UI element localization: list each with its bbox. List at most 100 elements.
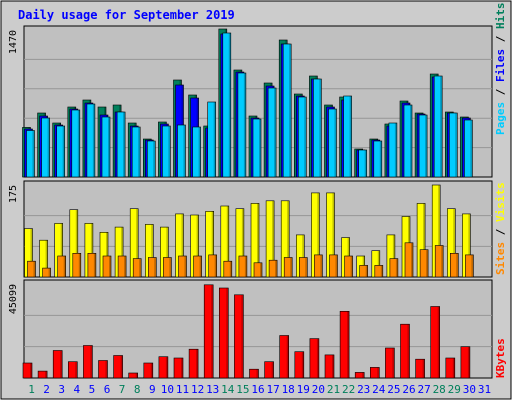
bar-kbytes-day-17 [264,361,274,379]
bar-shade [422,359,425,378]
bar-sites-day-29 [449,253,459,278]
legend-part: Files [494,49,507,82]
bar-pages-day-18 [282,43,292,178]
bar-sites-day-10 [163,257,172,278]
day-label: 25 [387,383,400,396]
bar-kbytes-day-26 [400,323,410,379]
bar-shade [301,351,304,378]
bar-shade [124,256,127,277]
bar-shade [90,345,93,378]
bar-shade [196,349,199,378]
panel-hits-files-pages: 1470 [8,25,493,178]
bar-shade [211,211,214,277]
bar-shade [364,150,367,177]
bar-shade [166,227,169,277]
bar-shade [244,256,247,277]
bar-shade [75,361,78,378]
day-label: 6 [104,383,111,396]
bar-sites-day-20 [314,254,323,278]
bar-kbytes-day-3 [52,350,63,379]
bar-sites-day-28 [434,245,444,278]
day-label: 24 [372,383,386,396]
bar-shade [136,208,139,277]
bar-shade [77,110,80,177]
bar-pages-day-8 [131,126,141,178]
day-label: 14 [221,383,235,396]
bar-pages-day-23 [358,149,368,178]
legend-sites-visits: Sites / Visits [494,182,507,275]
legend-part: / [494,82,507,102]
bar-shade [181,213,184,277]
bar-shade [350,256,353,277]
bar-shade [379,141,382,177]
bar-shade [392,234,395,277]
bar-shade [441,245,444,277]
bar-shade [334,109,337,177]
bar-sites-day-26 [404,242,414,278]
bar-shade [438,185,441,277]
bar-shade [153,141,156,177]
bar-pages-day-28 [433,75,443,178]
bar-shade [30,363,32,378]
bar-pages-day-14 [222,32,232,178]
legend-part: KBytes [494,338,507,378]
day-label: 8 [134,383,141,396]
bar-shade [47,118,50,177]
bar-shade [90,223,93,277]
bar-shade [395,258,398,277]
bar-shade [259,119,261,177]
bar-shade [470,120,473,177]
bar-shade [332,354,334,378]
day-label: 27 [417,383,430,396]
bar-shade [33,261,36,277]
bar-shade [317,192,320,277]
day-label: 31 [478,383,491,396]
bar-shade [211,284,214,378]
legend-part: / [494,222,507,242]
bar-shade [243,73,246,177]
bar-pages-day-16 [252,118,262,178]
bar-sites-day-25 [389,258,399,278]
bar-shade [347,311,350,378]
bar-sites-day-13 [208,254,217,278]
bar-shade [256,369,259,378]
bar-pages-day-25 [388,122,398,178]
bar-shade [362,372,365,378]
bar-pages-day-29 [448,112,458,178]
bar-shade [78,253,81,277]
bar-sites-day-4 [72,253,82,278]
bar-shade [471,254,474,277]
bar-shade [410,105,412,177]
bar-kbytes-day-30 [460,346,471,379]
day-label: 15 [236,383,249,396]
day-label: 5 [89,383,96,396]
day-label: 28 [433,383,446,396]
bar-shade [120,355,123,378]
bar-shade [456,253,459,277]
bar-sites-day-30 [465,254,474,278]
bar-shade [271,361,274,378]
day-label: 21 [327,383,340,396]
y-max-label: 45099 [8,284,19,314]
bar-shade [365,265,368,277]
day-label: 29 [448,383,461,396]
chart-title: Daily usage for September 2019 [18,8,235,22]
bar-shade [467,346,470,378]
bar-shade [138,127,141,177]
bar-sites-day-7 [117,255,127,278]
bar-kbytes-day-7 [113,355,123,379]
legend-kbytes: KBytes [494,338,507,378]
bar-pages-day-11 [177,124,186,178]
bar-shade [241,294,244,378]
bar-shade [394,123,397,177]
day-label: 2 [43,383,50,396]
bar-pages-day-17 [267,87,277,178]
bar-pages-day-5 [86,103,96,178]
bar-sites-day-27 [419,249,429,278]
bar-shade [226,288,229,378]
bar-pages-day-2 [41,117,50,178]
day-label: 16 [251,383,264,396]
day-label: 19 [297,383,310,396]
legend-pages-files-hits: Pages / Files / Hits [494,3,507,136]
bar-kbytes-day-2 [37,370,48,379]
